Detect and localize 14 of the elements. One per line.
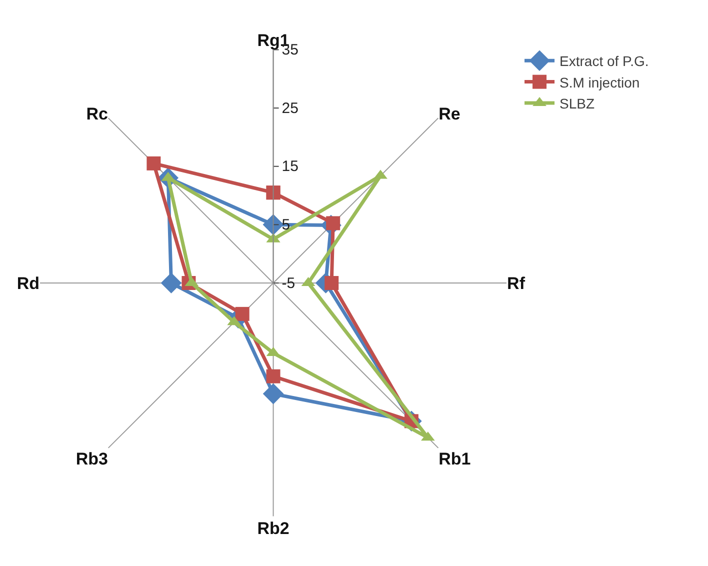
spoke-label: Rc	[86, 104, 108, 124]
spoke-label: Rf	[507, 274, 526, 293]
legend-label: SLBZ	[560, 95, 595, 112]
y-tick-label: 25	[282, 100, 298, 117]
spoke-label: Re	[438, 104, 460, 124]
y-tick-label: 5	[282, 216, 290, 234]
spoke-label: Rb1	[438, 450, 471, 469]
y-tick-label: 15	[282, 158, 298, 176]
y-tick-label: -5	[282, 274, 296, 292]
legend-label: Extract of P.G.	[560, 53, 649, 70]
legend-label: S.M injection	[560, 74, 640, 90]
spoke-label: Rd	[16, 274, 40, 293]
spoke-label: Rb3	[76, 450, 108, 469]
spoke-label: Rb2	[257, 518, 290, 538]
